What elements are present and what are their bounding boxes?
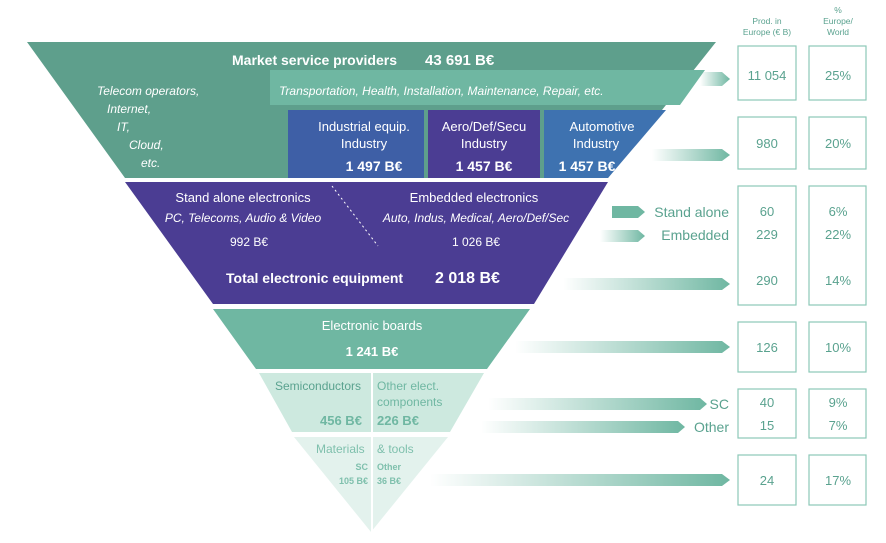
other-comp-value: 226 B€ [377, 413, 419, 428]
prod-box [737, 185, 797, 306]
pct-box [808, 185, 867, 306]
industry-segment-automotive [544, 110, 666, 178]
industry-value: 1 457 B€ [456, 158, 513, 174]
electronics-level [125, 182, 608, 304]
pct-box [808, 388, 867, 439]
prod-value: 60 [760, 204, 774, 219]
pct-value: 17% [825, 473, 851, 488]
prod-value: 229 [756, 227, 778, 242]
arrow-market [700, 72, 730, 86]
arrow-sc [488, 398, 707, 410]
header-prod: Prod. in [752, 16, 782, 26]
market-title: Market service providers [232, 52, 397, 68]
materials-sc-label: SC [355, 462, 368, 472]
box-values: 11 054 25% 980 20% 60 6% 229 22% 290 14%… [748, 68, 852, 488]
prod-value: 24 [760, 473, 774, 488]
prod-value: 126 [756, 340, 778, 355]
side-label-other: Other [694, 419, 729, 435]
semi-label: Semiconductors [275, 379, 361, 393]
header-prod: Europe (€ B) [743, 27, 791, 37]
prod-value: 11 054 [748, 68, 787, 83]
boards-title: Electronic boards [322, 318, 423, 333]
boards-level [213, 309, 530, 369]
side-label-embedded: Embedded [661, 227, 729, 243]
pct-value: 10% [825, 340, 851, 355]
embedded-sub: Auto, Indus, Medical, Aero/Def/Sec [382, 211, 569, 225]
embedded-title: Embedded electronics [410, 190, 539, 205]
telecom-line: etc. [141, 156, 160, 170]
pct-box [808, 116, 867, 170]
telecom-line: Internet, [107, 102, 151, 116]
arrow-embedded [600, 230, 645, 242]
industry-segment-industrial [288, 110, 424, 178]
materials-sc-value: 105 B€ [339, 476, 368, 486]
other-comp-label: components [377, 395, 442, 409]
pct-value: 25% [825, 68, 851, 83]
semi-value: 456 B€ [320, 413, 362, 428]
total-label: Total electronic equipment [226, 270, 403, 286]
industry-label: Automotive [569, 119, 634, 134]
arrow-other [481, 421, 685, 433]
telecom-line: Telecom operators, [97, 84, 199, 98]
pct-box [808, 45, 867, 101]
telecom-list: Telecom operators, Internet, IT, Cloud, … [97, 84, 199, 170]
pct-value: 9% [829, 395, 848, 410]
telecom-line: Cloud, [129, 138, 164, 152]
industry-value: 1 497 B€ [346, 158, 403, 174]
pct-value: 14% [825, 273, 851, 288]
prod-box [737, 454, 797, 506]
materials-right-label: & tools [377, 442, 414, 456]
arrow-industry [652, 149, 730, 161]
pct-box [808, 454, 867, 506]
industry-segment-aero [428, 110, 540, 178]
materials-other-label: Other [377, 462, 402, 472]
industry-label: Aero/Def/Secu [442, 119, 527, 134]
prod-box [737, 45, 797, 101]
market-value: 43 691 B€ [425, 52, 495, 69]
pct-value: 22% [825, 227, 851, 242]
standalone-title: Stand alone electronics [175, 190, 311, 205]
services-text: Transportation, Health, Installation, Ma… [279, 84, 604, 98]
market-services-area [270, 70, 705, 105]
industry-label: Industry [341, 136, 388, 151]
prod-value: 290 [756, 273, 778, 288]
prod-value: 980 [756, 136, 778, 151]
pct-value: 6% [829, 204, 848, 219]
value-boxes [737, 45, 867, 506]
industry-label: Industry [461, 136, 508, 151]
arrow-standalone [612, 206, 645, 218]
side-label-sc: SC [710, 396, 729, 412]
embedded-value: 1 026 B€ [452, 235, 500, 249]
boards-value: 1 241 B€ [346, 344, 399, 359]
prod-value: 15 [760, 418, 774, 433]
prod-value: 40 [760, 395, 774, 410]
total-value: 2 018 B€ [435, 270, 500, 287]
prod-box [737, 116, 797, 170]
flow-arrows [430, 72, 730, 486]
materials-other-value: 36 B€ [377, 476, 401, 486]
header-pct: Europe/ [823, 16, 853, 26]
pct-value: 7% [829, 418, 848, 433]
industry-label: Industrial equip. [318, 119, 410, 134]
prod-box [737, 388, 797, 439]
arrow-total [563, 278, 730, 290]
materials-left-label: Materials [316, 442, 365, 456]
prod-box [737, 321, 797, 373]
header-pct: World [827, 27, 849, 37]
standalone-sub: PC, Telecoms, Audio & Video [165, 211, 322, 225]
pct-value: 20% [825, 136, 851, 151]
header-pct: % [834, 5, 842, 15]
pct-box [808, 321, 867, 373]
arrow-boards [515, 341, 730, 353]
arrow-materials [430, 474, 730, 486]
other-comp-label: Other elect. [377, 379, 439, 393]
telecom-line: IT, [117, 120, 130, 134]
industry-label: Industry [573, 136, 620, 151]
industry-value: 1 457 B€ [559, 158, 616, 174]
side-label-standalone: Stand alone [654, 204, 729, 220]
standalone-value: 992 B€ [230, 235, 268, 249]
